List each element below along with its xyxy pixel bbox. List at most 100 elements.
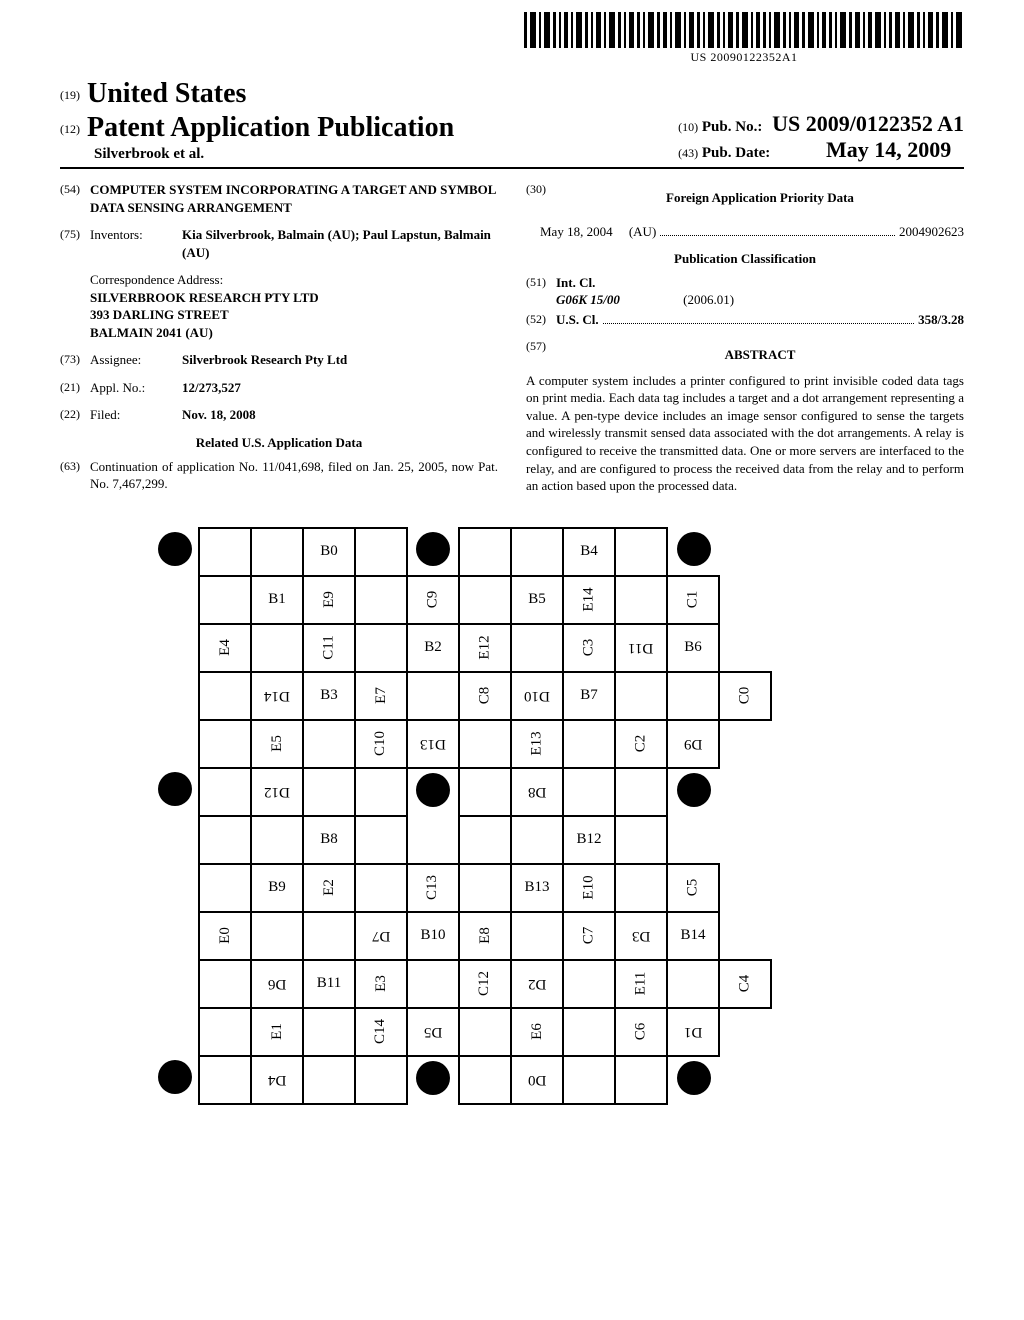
grid-cell: B9 (251, 864, 303, 912)
continuation-text: Continuation of application No. 11/041,6… (90, 458, 498, 493)
grid-cell (355, 624, 407, 672)
grid-cell (459, 576, 511, 624)
assignee-value: Silverbrook Research Pty Ltd (182, 351, 498, 369)
grid-cell: B0 (303, 528, 355, 576)
grid-cell: E8 (459, 912, 511, 960)
grid-cell: B6 (667, 624, 719, 672)
grid-cell: D6 (251, 960, 303, 1008)
title: COMPUTER SYSTEM INCORPORATING A TARGET A… (90, 181, 498, 216)
left-column: (54) COMPUTER SYSTEM INCORPORATING A TAR… (60, 181, 498, 503)
grid-cell: C1 (667, 576, 719, 624)
grid-cell: C8 (459, 672, 511, 720)
grid-cell (563, 1008, 615, 1056)
grid-cell (199, 816, 251, 864)
barcode: US 20090122352A1 (524, 12, 964, 65)
grid-cell: E11 (615, 960, 667, 1008)
appl-value: 12/273,527 (182, 379, 498, 397)
grid-cell: E12 (459, 624, 511, 672)
grid-cell: B3 (303, 672, 355, 720)
grid-cell: B7 (563, 672, 615, 720)
assignee-code: (73) (60, 351, 90, 369)
grid-cell (199, 1056, 251, 1104)
grid-cell (459, 816, 511, 864)
grid-cell (355, 816, 407, 864)
grid-cell: C13 (407, 864, 459, 912)
grid-cell: E2 (303, 864, 355, 912)
grid-cell: D8 (511, 768, 563, 816)
intcl-year: (2006.01) (683, 292, 734, 307)
grid-cell: D5 (407, 1008, 459, 1056)
corr-lines: SILVERBROOK RESEARCH PTY LTD 393 DARLING… (90, 289, 498, 342)
assignee-label: Assignee: (90, 351, 182, 369)
grid-cell: E4 (199, 624, 251, 672)
grid-cell (667, 960, 719, 1008)
grid-cell: D9 (667, 720, 719, 768)
grid-cell: E6 (511, 1008, 563, 1056)
intcl-label: Int. Cl. (556, 275, 595, 290)
grid-cell: B8 (303, 816, 355, 864)
grid-cell: D3 (615, 912, 667, 960)
grid-cell: C5 (667, 864, 719, 912)
pubdate-code: (43) (678, 146, 698, 160)
grid-cell: B2 (407, 624, 459, 672)
continuation-code: (63) (60, 458, 90, 493)
uscl-code: (52) (526, 311, 556, 329)
grid-cell: D14 (251, 672, 303, 720)
header-rule (60, 167, 964, 169)
foreign-heading: Foreign Application Priority Data (556, 189, 964, 207)
filed-code: (22) (60, 406, 90, 424)
grid-cell (407, 672, 459, 720)
grid-cell (355, 864, 407, 912)
grid-cell: D1 (667, 1008, 719, 1056)
pubdate-value: May 14, 2009 (826, 137, 951, 162)
grid-cell (511, 912, 563, 960)
grid-cell (615, 528, 667, 576)
grid-cell (199, 576, 251, 624)
barcode-number: US 20090122352A1 (524, 50, 964, 65)
grid-cell (355, 576, 407, 624)
grid-cell: E5 (251, 720, 303, 768)
foreign-date: May 18, 2004 (540, 224, 613, 239)
grid-cell (407, 960, 459, 1008)
foreign-country: (AU) (629, 224, 656, 239)
grid-cell: B12 (563, 816, 615, 864)
grid-cell: E13 (511, 720, 563, 768)
title-code: (54) (60, 181, 90, 216)
grid-cell: E0 (199, 912, 251, 960)
country-code: (19) (60, 88, 80, 102)
grid-cell (615, 1056, 667, 1104)
country: United States (87, 78, 246, 109)
grid-cell (199, 672, 251, 720)
intcl-class: G06K 15/00 (556, 292, 620, 307)
grid-cell: C10 (355, 720, 407, 768)
grid-cell (615, 864, 667, 912)
filed-value: Nov. 18, 2008 (182, 406, 498, 424)
appl-label: Appl. No.: (90, 379, 182, 397)
grid-cell: D11 (615, 624, 667, 672)
grid-cell (459, 1056, 511, 1104)
appl-code: (21) (60, 379, 90, 397)
grid-cell: B1 (251, 576, 303, 624)
grid-cell: C7 (563, 912, 615, 960)
uscl-value: 358/3.28 (918, 311, 964, 329)
pubno-value: US 2009/0122352 A1 (772, 111, 964, 136)
grid-cell (511, 816, 563, 864)
grid-cell: B5 (511, 576, 563, 624)
grid-cell (459, 720, 511, 768)
grid-cell (251, 816, 303, 864)
grid-cell: B4 (563, 528, 615, 576)
grid-cell (251, 624, 303, 672)
grid-cell (615, 816, 667, 864)
grid-cell: C6 (615, 1008, 667, 1056)
foreign-code: (30) (526, 181, 556, 213)
grid-cell: E1 (251, 1008, 303, 1056)
body-columns: (54) COMPUTER SYSTEM INCORPORATING A TAR… (60, 181, 964, 503)
authors: Silverbrook et al. (60, 146, 454, 163)
grid-cell: E3 (355, 960, 407, 1008)
grid-cell: E10 (563, 864, 615, 912)
grid-cell: D12 (251, 768, 303, 816)
corr-label: Correspondence Address: (90, 271, 498, 289)
grid-cell (355, 768, 407, 816)
grid-cell: D0 (511, 1056, 563, 1104)
pubdate-label: Pub. Date: (702, 145, 770, 161)
